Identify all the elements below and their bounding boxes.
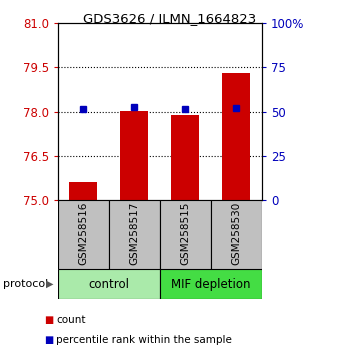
Text: count: count	[56, 315, 86, 325]
Text: GDS3626 / ILMN_1664823: GDS3626 / ILMN_1664823	[83, 12, 257, 25]
Text: percentile rank within the sample: percentile rank within the sample	[56, 335, 232, 345]
Bar	[160, 200, 211, 269]
Bar	[58, 200, 109, 269]
Bar	[171, 115, 199, 200]
Bar	[211, 200, 262, 269]
Bar	[160, 269, 262, 299]
Text: GSM258516: GSM258516	[78, 201, 88, 265]
Text: GSM258517: GSM258517	[129, 201, 139, 265]
Bar	[120, 111, 148, 200]
Text: control: control	[88, 278, 129, 291]
Bar	[58, 269, 160, 299]
Text: ■: ■	[44, 315, 53, 325]
Text: GSM258530: GSM258530	[231, 201, 241, 265]
Text: GSM258515: GSM258515	[180, 201, 190, 265]
Text: ■: ■	[44, 335, 53, 345]
Bar	[69, 182, 97, 200]
Text: MIF depletion: MIF depletion	[171, 278, 251, 291]
Text: ▶: ▶	[46, 279, 53, 289]
Text: protocol: protocol	[3, 279, 49, 289]
Bar	[222, 73, 250, 200]
Bar	[109, 200, 160, 269]
